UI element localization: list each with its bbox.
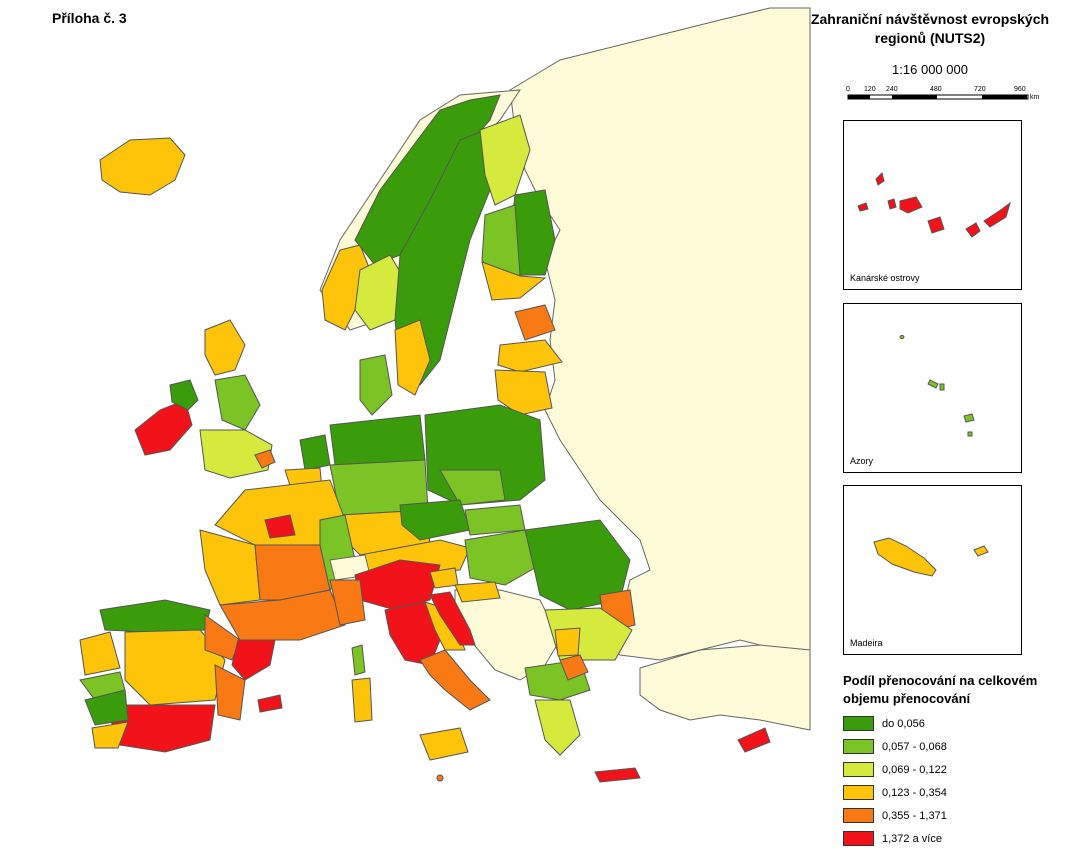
bulgaria-coast [554,627,581,657]
azores-map [899,335,975,437]
legend-label: 1,372 a více [882,832,942,845]
valencia [214,664,246,721]
italy-west [329,579,366,626]
italy-south [419,649,491,711]
map-title: Zahraniční návštěvnost evropských region… [770,10,1083,48]
scalebar-tick-480: 480 [930,86,942,93]
corsica [351,644,366,676]
poland-south [439,469,506,506]
sicily [419,727,469,761]
catalonia [231,639,276,681]
paris [264,514,296,539]
legend-swatch [843,785,874,800]
greece-south [534,699,581,756]
scalebar-tick-0: 0 [846,86,850,93]
scotland [204,319,246,376]
croatia-coast [429,591,476,646]
ireland-north [169,379,199,411]
legend-item: do 0,056 [843,716,925,731]
inset-madeira: Madeira [843,485,1022,655]
legend-item: 0,069 - 0,122 [843,762,947,777]
inset-canary-islands: Kanárské ostrovy [843,120,1022,290]
netherlands [299,434,331,471]
legend-swatch [843,762,874,777]
turkey-land [639,644,811,731]
legend-swatch [843,831,874,846]
scalebar-graphic [847,94,1029,100]
scalebar-tick-120: 120 [864,86,876,93]
legend-swatch [843,716,874,731]
spain-northeast [204,614,241,661]
scalebar-tick-720: 720 [974,86,986,93]
scalebar-tick-960: 960 [1014,86,1026,93]
romania [524,519,631,611]
scale-ratio: 1:16 000 000 [892,62,968,77]
legend-label: do 0,056 [882,717,925,730]
madeira-map [873,537,989,577]
scalebar-tick-240: 240 [886,86,898,93]
norway-mid [354,94,501,266]
inset-label-canary: Kanárské ostrovy [850,273,920,283]
annex-label: Příloha č. 3 [52,10,127,26]
legend-label: 0,355 - 1,371 [882,809,947,822]
london [254,449,276,469]
legend-item: 0,355 - 1,371 [843,808,947,823]
france-west [199,529,261,606]
iceland [99,137,186,196]
slovakia [464,504,526,536]
spain-north [99,599,211,633]
balearic [257,694,283,713]
croatia-inland [454,581,501,603]
portugal-south [91,721,129,749]
inset-azores: Azory [843,303,1022,473]
england-north [214,374,261,431]
legend-title-line-1: Podíl přenocování na celkovém [843,673,1038,688]
cyprus [737,727,771,753]
denmark [359,354,393,416]
sardinia [351,677,373,723]
legend-item: 0,057 - 0,068 [843,739,947,754]
legend-label: 0,057 - 0,068 [882,740,947,753]
crete [594,767,641,783]
legend-label: 0,069 - 0,122 [882,763,947,776]
estonia [514,304,556,341]
portugal-center [84,689,129,726]
spain-center [124,629,226,706]
hungary [464,529,541,586]
scalebar-labels: 0 120 240 480 720 960 km [842,86,1042,101]
galicia [79,631,121,676]
lithuania [494,369,553,416]
scalebar-unit: km [1030,94,1040,101]
inset-label-azores: Azory [850,456,874,466]
sweden-south [394,319,431,396]
legend-item: 1,372 a více [843,831,942,846]
england-south [199,429,273,479]
title-line-2: regionů (NUTS2) [874,30,986,46]
canary-islands-map [857,172,1011,238]
legend-swatch [843,739,874,754]
finland-coast [481,261,547,301]
legend-swatch [843,808,874,823]
malta [436,774,444,782]
ireland-west [134,399,193,456]
inset-label-madeira: Madeira [850,638,883,648]
legend-title-line-2: objemu přenocování [843,691,971,706]
czechia [399,499,471,541]
legend-item: 0,123 - 0,354 [843,785,947,800]
slovenia [429,567,459,589]
latvia [497,339,563,373]
greece-islands [559,654,589,681]
legend-label: 0,123 - 0,354 [882,786,947,799]
legend-title: Podíl přenocování na celkovém objemu pře… [843,672,1037,708]
title-line-1: Zahraniční návštěvnost evropských [810,11,1050,27]
